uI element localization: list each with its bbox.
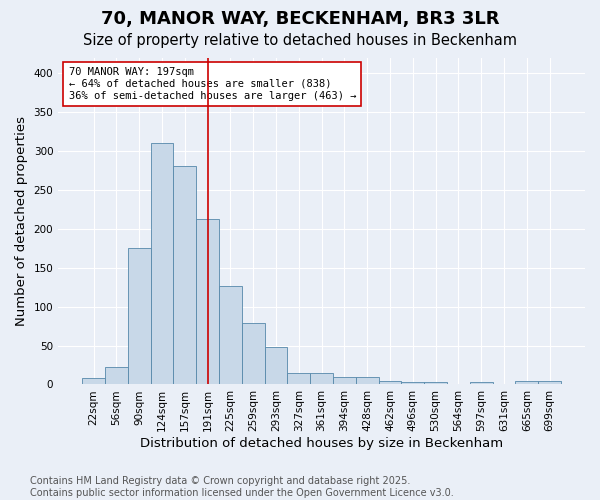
Bar	[173, 166, 196, 384]
X-axis label: Distribution of detached houses by size in Beckenham: Distribution of detached houses by size …	[140, 437, 503, 450]
Bar	[515, 382, 538, 384]
Bar	[333, 376, 356, 384]
Bar	[379, 380, 401, 384]
Bar	[128, 248, 151, 384]
Bar	[105, 368, 128, 384]
Bar	[356, 378, 379, 384]
Bar	[470, 382, 493, 384]
Bar	[265, 347, 287, 385]
Text: 70, MANOR WAY, BECKENHAM, BR3 3LR: 70, MANOR WAY, BECKENHAM, BR3 3LR	[101, 10, 499, 28]
Bar	[424, 382, 447, 384]
Bar	[196, 220, 219, 384]
Text: Size of property relative to detached houses in Beckenham: Size of property relative to detached ho…	[83, 32, 517, 48]
Text: 70 MANOR WAY: 197sqm
← 64% of detached houses are smaller (838)
36% of semi-deta: 70 MANOR WAY: 197sqm ← 64% of detached h…	[69, 68, 356, 100]
Bar	[310, 373, 333, 384]
Bar	[287, 373, 310, 384]
Text: Contains HM Land Registry data © Crown copyright and database right 2025.
Contai: Contains HM Land Registry data © Crown c…	[30, 476, 454, 498]
Bar	[82, 378, 105, 384]
Y-axis label: Number of detached properties: Number of detached properties	[15, 116, 28, 326]
Bar	[538, 382, 561, 384]
Bar	[219, 286, 242, 384]
Bar	[242, 323, 265, 384]
Bar	[401, 382, 424, 384]
Bar	[151, 143, 173, 384]
